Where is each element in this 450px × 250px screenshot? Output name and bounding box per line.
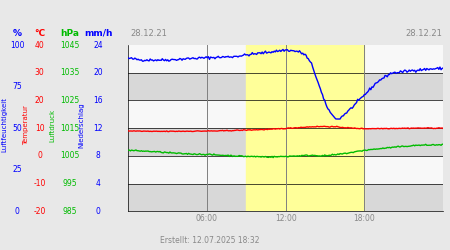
Text: -10: -10 [33,179,46,188]
Text: °C: °C [34,28,45,38]
Text: 10: 10 [35,124,45,132]
Text: 20: 20 [93,68,103,77]
Text: 1025: 1025 [60,96,79,105]
Bar [247,45,364,211]
Text: 0: 0 [15,207,19,216]
Text: Niederschlag: Niederschlag [79,102,85,148]
Bar [128,73,443,101]
Text: 1035: 1035 [60,68,80,77]
Text: Luftdruck: Luftdruck [50,108,55,142]
Bar [128,128,443,156]
Text: 75: 75 [12,82,22,91]
Text: 4: 4 [96,179,100,188]
Bar [128,184,443,211]
Text: 12: 12 [93,124,103,132]
Text: 1005: 1005 [60,151,80,160]
Text: 0: 0 [96,207,100,216]
Text: Luftfeuchtigkeit: Luftfeuchtigkeit [1,98,7,152]
Text: 40: 40 [35,40,45,50]
Bar [128,45,443,73]
Text: 100: 100 [10,40,24,50]
Bar [128,156,443,184]
Text: Temperatur: Temperatur [23,105,29,145]
Text: 28.12.21: 28.12.21 [130,28,167,38]
Text: -20: -20 [33,207,46,216]
Text: 1045: 1045 [60,40,80,50]
Text: 30: 30 [35,68,45,77]
Text: 995: 995 [63,179,77,188]
Text: 0: 0 [37,151,42,160]
Text: hPa: hPa [60,28,79,38]
Text: 20: 20 [35,96,45,105]
Text: 25: 25 [12,165,22,174]
Text: 8: 8 [96,151,100,160]
Text: 50: 50 [12,124,22,132]
Bar [128,100,443,128]
Text: 985: 985 [63,207,77,216]
Text: 16: 16 [93,96,103,105]
Text: 28.12.21: 28.12.21 [405,28,442,38]
Text: 1015: 1015 [60,124,79,132]
Text: 24: 24 [93,40,103,50]
Text: %: % [13,28,22,38]
Text: Erstellt: 12.07.2025 18:32: Erstellt: 12.07.2025 18:32 [159,236,259,245]
Text: mm/h: mm/h [84,28,112,38]
